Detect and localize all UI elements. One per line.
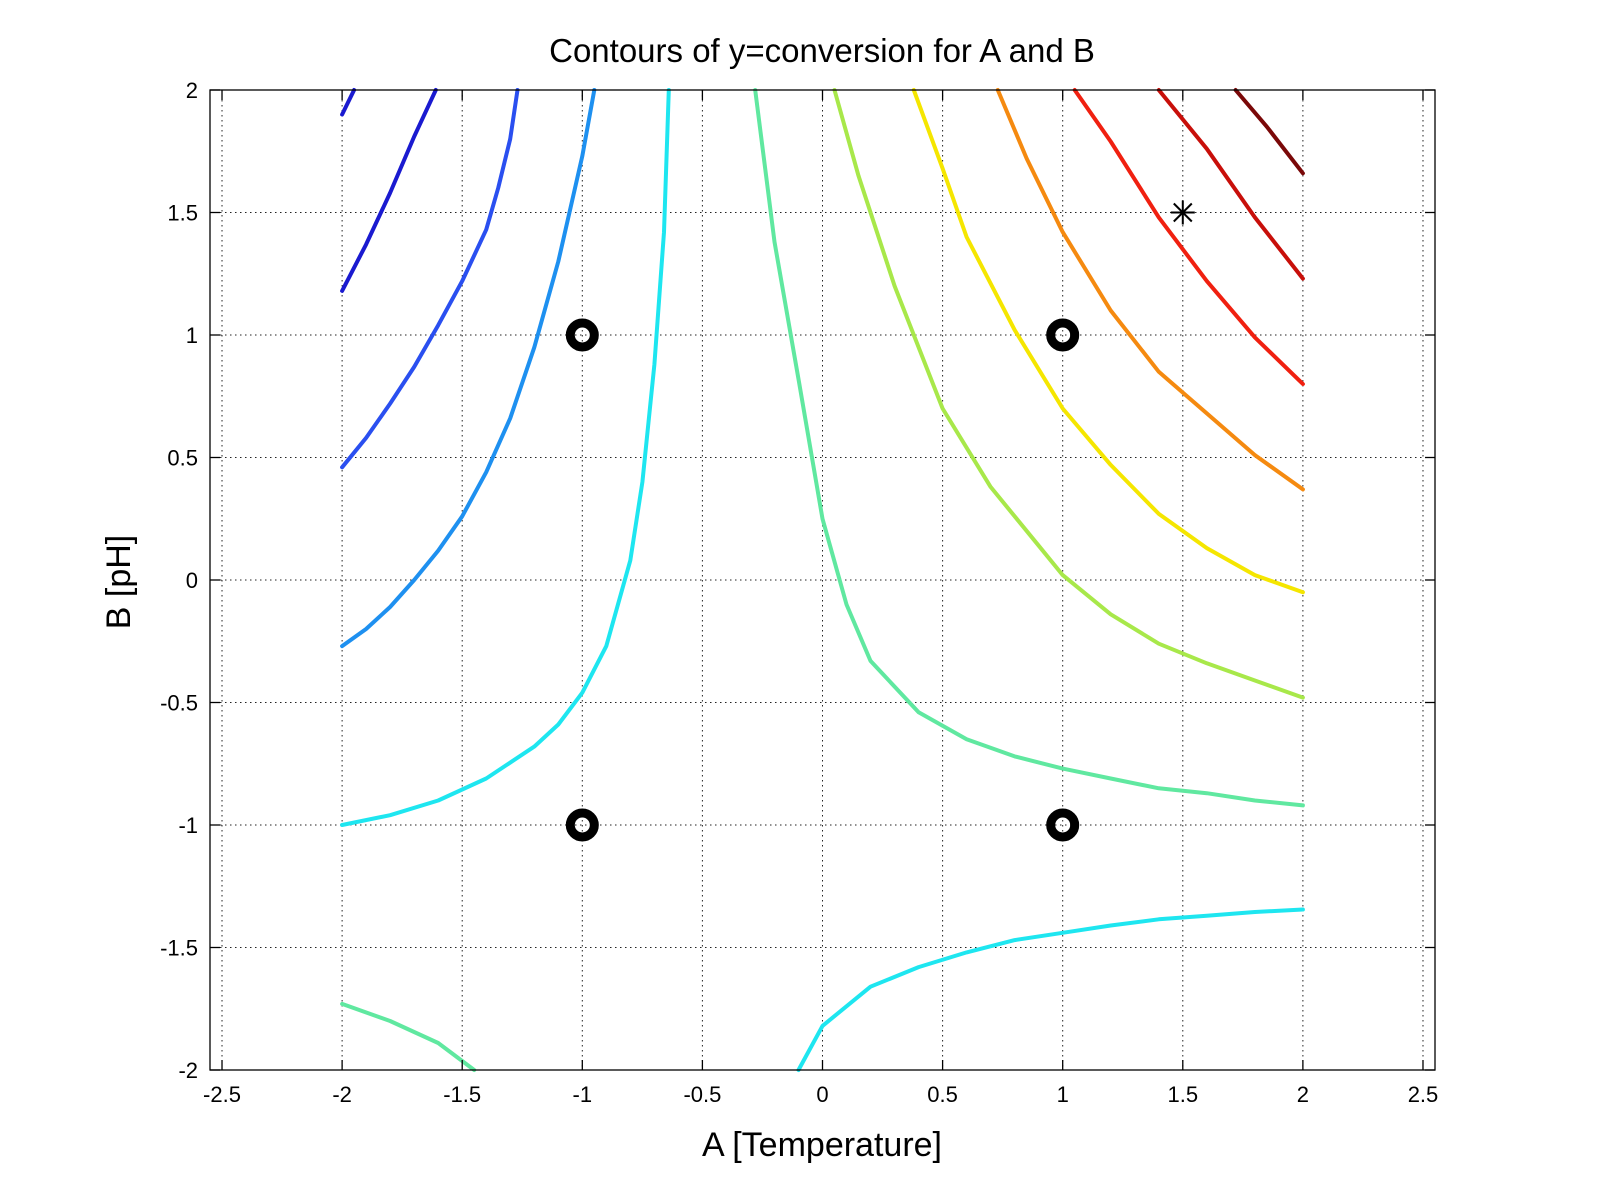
contour-line <box>1156 88 1305 281</box>
contour-line <box>340 88 520 470</box>
contour-line <box>1072 88 1305 386</box>
markers <box>565 200 1195 842</box>
contour-lines <box>340 88 1305 1072</box>
contour-line <box>753 88 1305 808</box>
y-tick-label: 0 <box>186 568 198 593</box>
y-tick-label: 1 <box>186 323 198 348</box>
y-axis-title: B [pH] <box>100 535 138 629</box>
x-tick-label: -1.5 <box>443 1082 481 1107</box>
y-tick-label: -0.5 <box>160 691 198 716</box>
x-tick-label: 1 <box>1057 1082 1069 1107</box>
design-point-marker <box>565 318 599 352</box>
x-tick-label: -2 <box>332 1082 352 1107</box>
y-tick-label: 1.5 <box>167 201 198 226</box>
contour-line <box>832 88 1305 700</box>
y-tick-label: 0.5 <box>167 446 198 471</box>
x-tick-label: -0.5 <box>683 1082 721 1107</box>
axis-ticks: -2.5 -2 -1.5 -1 -0.5 0 0.5 1 1.5 2 2.5-2-1.5-1-0.5… <box>160 78 1438 1107</box>
x-axis-title: A [Temperature] <box>702 1126 942 1164</box>
contour-line <box>1233 88 1305 176</box>
contour-line <box>911 88 1305 595</box>
x-tick-label: -2.5 <box>203 1082 241 1107</box>
grid-lines <box>210 89 1435 1071</box>
design-point-marker <box>565 808 599 842</box>
x-tick-label: 0 <box>816 1082 828 1107</box>
chart-title: Contours of y=conversion for A and B <box>549 32 1095 69</box>
star-marker <box>1170 200 1195 225</box>
contour-line <box>340 88 597 649</box>
star-marker-stroke <box>1173 202 1193 223</box>
contour-line <box>340 88 357 117</box>
y-tick-label: 2 <box>186 78 198 103</box>
x-tick-label: -1 <box>573 1082 593 1107</box>
x-tick-label: 1.5 <box>1167 1082 1198 1107</box>
contour-line <box>340 1001 477 1072</box>
contour-line <box>796 907 1305 1072</box>
x-tick-label: 2 <box>1297 1082 1309 1107</box>
x-tick-label: 0.5 <box>927 1082 958 1107</box>
y-tick-label: -1 <box>178 813 198 838</box>
contour-line <box>340 88 671 827</box>
x-tick-label: 2.5 <box>1408 1082 1439 1107</box>
design-point-marker <box>1046 318 1080 352</box>
y-tick-label: -2 <box>178 1058 198 1083</box>
contour-line <box>995 88 1305 492</box>
contour-line <box>340 88 438 293</box>
design-point-marker <box>1046 808 1080 842</box>
y-tick-label: -1.5 <box>160 936 198 961</box>
